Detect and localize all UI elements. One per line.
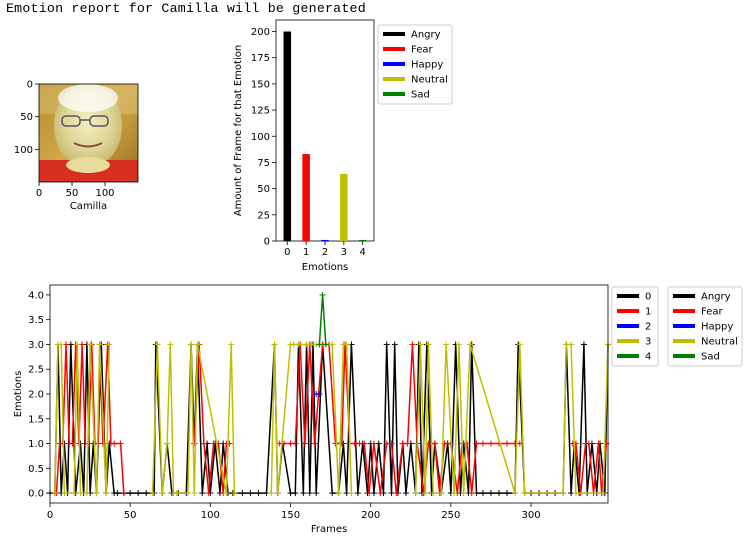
y-tick-label: 25 xyxy=(257,210,270,221)
x-tick-label: 150 xyxy=(281,510,300,521)
y-tick-label: 125 xyxy=(251,106,270,117)
legend-label: 3 xyxy=(645,337,651,348)
legend-label: Neutral xyxy=(411,75,448,86)
legend-label: Sad xyxy=(701,352,720,363)
y-tick-label: 0.5 xyxy=(28,464,44,475)
report-title: Emotion report for Camilla will be gener… xyxy=(6,1,366,16)
y-tick-label: 175 xyxy=(251,53,270,64)
y-tick-label: 75 xyxy=(257,158,270,169)
x-axis-label: Frames xyxy=(311,524,347,535)
x-tick-label: 50 xyxy=(124,510,137,521)
x-tick-label: 2 xyxy=(322,247,328,258)
legend-label: Happy xyxy=(411,60,443,71)
series-line xyxy=(279,343,520,494)
x-tick-label: 50 xyxy=(66,188,79,199)
legend-label: Neutral xyxy=(701,337,738,348)
y-axis-label: Amount of Frame for that Emotion xyxy=(233,45,244,216)
bar xyxy=(302,154,310,241)
x-tick-label: 200 xyxy=(361,510,380,521)
y-tick-label: 0 xyxy=(27,80,33,91)
legend-label: Fear xyxy=(411,45,433,56)
x-tick-label: 250 xyxy=(441,510,460,521)
x-tick-label: 0 xyxy=(47,510,53,521)
x-axis-label: Camilla xyxy=(70,201,107,212)
y-tick-label: 2.0 xyxy=(28,390,44,401)
y-tick-label: 0.0 xyxy=(28,489,44,500)
y-tick-label: 150 xyxy=(251,79,270,90)
x-tick-label: 4 xyxy=(360,247,366,258)
bar xyxy=(358,239,367,241)
bar xyxy=(283,31,292,241)
y-tick-label: 200 xyxy=(251,27,270,38)
y-tick-label: 2.5 xyxy=(28,365,44,376)
y-tick-label: 100 xyxy=(14,145,33,156)
x-axis-label: Emotions xyxy=(302,262,349,273)
y-tick-label: 1.0 xyxy=(28,439,44,450)
x-tick-label: 1 xyxy=(303,247,309,258)
y-tick-label: 100 xyxy=(251,132,270,143)
bar xyxy=(321,239,329,241)
y-axis-label: Emotions xyxy=(13,371,24,418)
x-tick-label: 3 xyxy=(341,247,347,258)
y-tick-label: 3.5 xyxy=(28,315,44,326)
y-tick-label: 50 xyxy=(257,184,270,195)
legend-label: Angry xyxy=(411,30,441,41)
legend-label: 2 xyxy=(645,322,651,333)
legend-label: 4 xyxy=(645,352,651,363)
series-line xyxy=(318,294,327,345)
x-tick-label: 0 xyxy=(284,247,290,258)
legend-label: Sad xyxy=(411,90,430,101)
emotion-legend-frame xyxy=(667,286,743,367)
x-tick-label: 100 xyxy=(201,510,220,521)
legend-frame xyxy=(377,24,453,105)
x-tick-label: 0 xyxy=(36,188,42,199)
x-tick-label: 100 xyxy=(95,188,114,199)
x-tick-label: 300 xyxy=(521,510,540,521)
camilla-face-image xyxy=(39,84,138,182)
y-tick-label: 1.5 xyxy=(28,414,44,425)
y-tick-label: 4.0 xyxy=(28,290,44,301)
legend-label: Happy xyxy=(701,322,733,333)
y-tick-label: 50 xyxy=(20,112,33,123)
bar xyxy=(340,173,348,241)
legend-label: Fear xyxy=(701,307,723,318)
legend-label: 1 xyxy=(645,307,651,318)
legend-label: Angry xyxy=(701,292,731,303)
series-line xyxy=(151,343,236,494)
y-tick-label: 0 xyxy=(264,237,270,248)
legend-label: 0 xyxy=(645,292,651,303)
y-tick-label: 3.0 xyxy=(28,340,44,351)
